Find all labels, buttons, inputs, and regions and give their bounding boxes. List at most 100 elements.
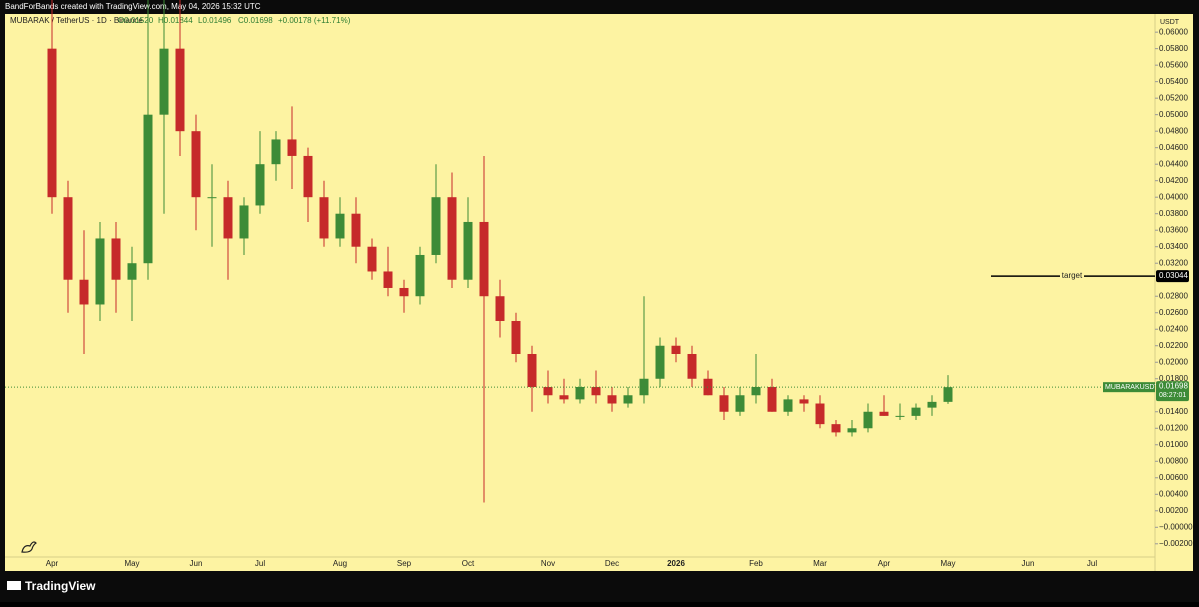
- candle-body: [527, 353, 537, 388]
- y-tick-label: 0.02600: [1159, 308, 1188, 317]
- candle-body: [575, 387, 585, 400]
- candle-body: [511, 320, 521, 354]
- candle-body: [591, 387, 601, 396]
- candle-body: [447, 197, 457, 280]
- candle-body: [207, 197, 217, 199]
- y-tick-label: 0.04000: [1159, 192, 1188, 201]
- candle-body: [287, 139, 297, 156]
- y-tick-label: 0.00600: [1159, 473, 1188, 482]
- target-price: 0.03044: [1159, 271, 1188, 280]
- candle-body: [271, 139, 281, 165]
- candle-body: [495, 296, 505, 321]
- y-tick-label: 0.02400: [1159, 324, 1188, 333]
- candle-body: [559, 395, 569, 400]
- candle-body: [831, 424, 841, 433]
- y-tick-label: 0.04600: [1159, 143, 1188, 152]
- y-tick-label: 0.05000: [1159, 110, 1188, 119]
- candle-body: [943, 387, 953, 402]
- candle-body: [383, 271, 393, 288]
- candle-body: [175, 48, 185, 132]
- symbol-label: MUBARAKUSDT: [1105, 384, 1159, 391]
- candle-body: [351, 213, 361, 247]
- y-tick-label: 0.02000: [1159, 357, 1188, 366]
- candle-body: [863, 411, 873, 429]
- x-tick-label: 2026: [667, 559, 685, 568]
- countdown: 08:27:01: [1159, 392, 1186, 399]
- candle-body: [735, 395, 745, 412]
- y-tick-label: 0.00800: [1159, 456, 1188, 465]
- candle-body: [847, 428, 857, 433]
- candle-body: [95, 238, 105, 305]
- y-tick-label: 0.03800: [1159, 209, 1188, 218]
- candle-body: [879, 411, 889, 416]
- candle-body: [911, 407, 921, 416]
- y-tick-label: 0.01800: [1159, 374, 1188, 383]
- y-tick-label: 0.06000: [1159, 27, 1188, 36]
- candle-body: [191, 131, 201, 198]
- candle-body: [431, 197, 441, 255]
- y-tick-label: −0.00200: [1159, 539, 1193, 548]
- y-tick-label: 0.01000: [1159, 440, 1188, 449]
- y-tick-label: 0.05600: [1159, 60, 1188, 69]
- y-tick-label: 0.00200: [1159, 506, 1188, 515]
- y-tick-label: 0.04800: [1159, 126, 1188, 135]
- legend-ohlc: C0.01698: [238, 16, 273, 25]
- legend-ohlc: L0.01496: [198, 16, 232, 25]
- y-tick-label: −0.00000: [1159, 522, 1193, 531]
- target-label: target: [1062, 271, 1083, 280]
- candle-body: [623, 395, 633, 404]
- x-tick-label: Jun: [1022, 559, 1035, 568]
- y-tick-label: 0.03400: [1159, 242, 1188, 251]
- candle-body: [335, 213, 345, 239]
- candle-body: [319, 197, 329, 239]
- candle-body: [927, 401, 937, 408]
- candle-body: [223, 197, 233, 239]
- candle-body: [479, 221, 489, 297]
- candle-body: [815, 403, 825, 425]
- x-tick-label: Feb: [749, 559, 763, 568]
- candle-body: [415, 254, 425, 297]
- y-tick-label: 0.05800: [1159, 44, 1188, 53]
- y-tick-label: 0.04400: [1159, 159, 1188, 168]
- x-tick-label: Aug: [333, 559, 347, 568]
- candle-body: [127, 263, 137, 280]
- y-tick-label: 0.05200: [1159, 93, 1188, 102]
- plot-background: [5, 14, 1193, 571]
- candle-body: [719, 395, 729, 412]
- candle-body: [79, 279, 89, 305]
- y-tick-label: 0.04200: [1159, 176, 1188, 185]
- symbol-bg: [1103, 382, 1155, 393]
- x-tick-label: Oct: [462, 559, 475, 568]
- candle-body: [239, 205, 249, 239]
- attribution: BandForBands created with TradingView.co…: [5, 2, 261, 11]
- candle-body: [607, 395, 617, 404]
- candle-body: [463, 221, 473, 280]
- y-tick-label: 0.02800: [1159, 291, 1188, 300]
- x-tick-label: Apr: [46, 559, 59, 568]
- y-tick-label: 0.05400: [1159, 77, 1188, 86]
- candle-body: [655, 345, 665, 379]
- y-tick-label: 0.01400: [1159, 407, 1188, 416]
- candle-body: [687, 353, 697, 379]
- candle-body: [751, 387, 761, 396]
- candle-body: [767, 387, 777, 412]
- candle-body: [799, 399, 809, 404]
- legend-ohlc: H0.01844: [158, 16, 193, 25]
- y-tick-label: 0.03200: [1159, 258, 1188, 267]
- target-price-bg: [1156, 270, 1189, 283]
- legend-name: MUBARAK / TetherUS · 1D · Binance: [10, 16, 143, 25]
- x-tick-label: May: [940, 559, 955, 568]
- x-tick-label: Apr: [878, 559, 891, 568]
- candle-body: [895, 415, 905, 417]
- y-tick-label: 0.02200: [1159, 341, 1188, 350]
- target-label-bg: [1060, 271, 1084, 282]
- brand-icon: [7, 581, 21, 590]
- y-tick-label: 0.01200: [1159, 423, 1188, 432]
- x-tick-label: Jun: [190, 559, 203, 568]
- x-tick-label: Dec: [605, 559, 619, 568]
- legend-change: +0.00178 (+11.71%): [278, 16, 351, 25]
- last-price-bg: [1156, 381, 1189, 402]
- currency: USDT: [1160, 19, 1180, 26]
- x-tick-label: Nov: [541, 559, 555, 568]
